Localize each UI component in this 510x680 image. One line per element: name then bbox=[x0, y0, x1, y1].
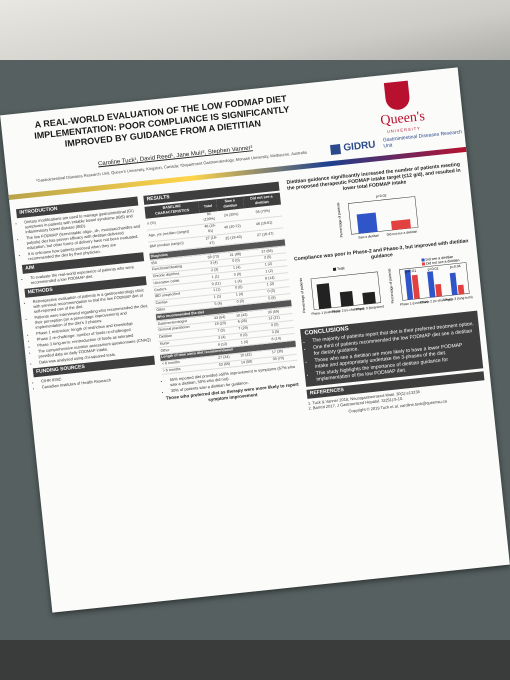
x-tick-label: Phase 2 (re-challenge) bbox=[332, 306, 364, 313]
legend-swatch bbox=[421, 258, 425, 262]
poster: A REAL-WORLD EVALUATION OF THE LOW FODMA… bbox=[0, 67, 510, 613]
table-cell: 14 (58) bbox=[233, 357, 261, 368]
bar bbox=[404, 269, 414, 300]
legend-label: Total bbox=[337, 266, 345, 271]
crest bbox=[383, 80, 411, 111]
x-tick-label: Phase 3 (long-term) bbox=[444, 295, 472, 302]
annotation: p=0.01 bbox=[405, 269, 416, 274]
legend-label: Did not see a dietitian bbox=[426, 258, 460, 266]
chart: Percentage of patients Saw a dietitian Did… bbox=[336, 194, 418, 240]
x-tick-label: Phase 3 (long-term) bbox=[356, 304, 384, 311]
annotation: p=0.02 bbox=[427, 266, 438, 271]
x-tick-label: Did not see a dietitian bbox=[386, 229, 417, 236]
left-column: INTRODUCTIONDietary modifications are us… bbox=[16, 194, 157, 392]
bar bbox=[356, 212, 378, 234]
bar bbox=[457, 284, 465, 295]
chart-row: Percentage of patients Phase 1 (restricti… bbox=[294, 252, 477, 325]
x-tick-label: Phase 2 (re-challenge) bbox=[420, 297, 452, 304]
chart: Percentage of patients Phase 1 (restricti… bbox=[387, 255, 473, 307]
right-column: Dietitian guidance significantly increas… bbox=[284, 159, 486, 417]
bullet-list: Retrospective evaluation of patients in … bbox=[26, 287, 154, 365]
bar bbox=[411, 274, 420, 300]
chart: Percentage of patients Phase 1 (restricti… bbox=[299, 266, 385, 316]
plot-frame bbox=[399, 262, 470, 301]
y-axis-label: Percentage of patients bbox=[387, 268, 395, 303]
bar bbox=[449, 272, 458, 296]
y-axis-label: Percentage of patients bbox=[299, 277, 307, 312]
chart-row: Percentage of patients Saw a dietitian Did… bbox=[287, 181, 470, 254]
results-table: BASELINE CHARACTERISTICS Total Saw a dieti… bbox=[144, 192, 298, 376]
legend-label: Did see a dietitian bbox=[425, 255, 453, 262]
floor bbox=[0, 640, 510, 680]
bar bbox=[435, 283, 443, 297]
legend-swatch bbox=[421, 262, 426, 266]
annotation: p=0.04 bbox=[450, 264, 461, 269]
bar bbox=[339, 291, 354, 307]
unit-logo bbox=[330, 144, 342, 156]
bar bbox=[362, 291, 376, 305]
table-cell: 53 (66) bbox=[215, 360, 235, 370]
middle-column: RESULTS BASELINE CHARACTERISTICS Total Saw … bbox=[143, 179, 301, 410]
annotation: p=0.02 bbox=[375, 194, 386, 199]
unit: GIDRU bbox=[342, 139, 377, 154]
bar bbox=[427, 271, 436, 298]
legend-swatch bbox=[332, 267, 337, 271]
x-tick-label: Phase 1 (restriction) bbox=[400, 300, 429, 307]
bar bbox=[390, 219, 411, 231]
x-tick-label: Saw a dietitian bbox=[358, 234, 379, 240]
bar bbox=[316, 283, 332, 310]
plot-frame bbox=[310, 271, 382, 310]
y-axis-label: Percentage of patients bbox=[336, 202, 344, 237]
x-tick-label: Phase 1 (restriction) bbox=[311, 309, 340, 316]
plot-frame bbox=[347, 196, 418, 235]
